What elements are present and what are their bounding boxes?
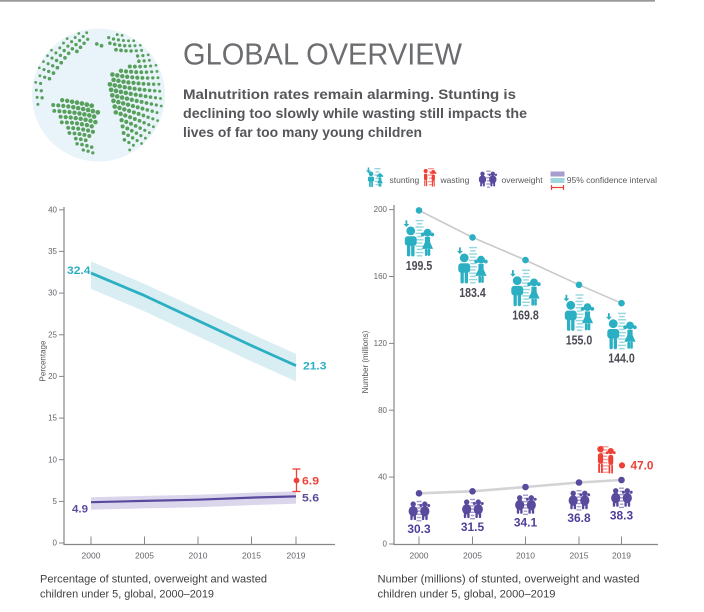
svg-text:20: 20 [48, 372, 57, 381]
svg-text:36.8: 36.8 [567, 511, 591, 525]
svg-text:15: 15 [48, 414, 57, 423]
svg-text:stunting: stunting [390, 175, 420, 185]
svg-text:80: 80 [378, 406, 387, 415]
svg-text:34.1: 34.1 [514, 516, 538, 530]
svg-text:31.5: 31.5 [461, 520, 485, 534]
svg-text:25: 25 [48, 330, 57, 339]
svg-text:5.6: 5.6 [302, 493, 319, 505]
svg-text:30.3: 30.3 [407, 522, 431, 536]
svg-text:Number (millions): Number (millions) [361, 330, 370, 393]
svg-text:Malnutrition rates remain alar: Malnutrition rates remain alarming. Stun… [183, 86, 516, 102]
svg-text:160: 160 [374, 272, 388, 281]
svg-text:wasting: wasting [440, 175, 470, 185]
svg-text:6.9: 6.9 [302, 476, 319, 488]
svg-text:155.0: 155.0 [566, 333, 593, 347]
svg-text:38.3: 38.3 [610, 509, 634, 523]
svg-text:144.0: 144.0 [608, 352, 635, 366]
svg-text:2010: 2010 [516, 551, 535, 561]
svg-text:200: 200 [374, 205, 388, 214]
svg-text:47.0: 47.0 [631, 459, 654, 473]
svg-text:40: 40 [48, 205, 57, 214]
svg-text:2000: 2000 [82, 551, 101, 561]
svg-text:40: 40 [378, 473, 387, 482]
svg-text:4.9: 4.9 [72, 504, 88, 516]
svg-text:children under 5, global, 2000: children under 5, global, 2000–2019 [40, 589, 214, 601]
svg-text:183.4: 183.4 [459, 286, 486, 300]
svg-text:2015: 2015 [570, 551, 589, 561]
svg-text:169.8: 169.8 [512, 309, 539, 323]
svg-text:Percentage of stunted, overwei: Percentage of stunted, overweight and wa… [40, 574, 267, 586]
svg-text:overweight: overweight [502, 175, 544, 185]
svg-text:0: 0 [383, 540, 388, 549]
svg-text:32.4: 32.4 [67, 265, 91, 277]
svg-text:95% confidence interval: 95% confidence interval [567, 175, 657, 185]
svg-text:199.5: 199.5 [406, 259, 433, 273]
svg-text:35: 35 [48, 247, 57, 256]
svg-text:2010: 2010 [189, 551, 208, 561]
svg-text:0: 0 [53, 539, 58, 548]
svg-text:120: 120 [374, 339, 388, 348]
svg-text:2019: 2019 [287, 551, 306, 561]
svg-text:declining too slowly while was: declining too slowly while wasting still… [183, 105, 527, 121]
svg-text:Percentage: Percentage [39, 340, 48, 381]
svg-text:GLOBAL OVERVIEW: GLOBAL OVERVIEW [183, 37, 463, 72]
svg-text:10: 10 [48, 455, 57, 464]
svg-text:Number (millions) of stunted,: Number (millions) of stunted, overweight… [378, 574, 640, 586]
svg-text:2015: 2015 [242, 551, 261, 561]
svg-text:2019: 2019 [612, 551, 631, 561]
svg-text:lives of far too many young ch: lives of far too many young children [183, 124, 422, 140]
svg-text:2005: 2005 [463, 551, 482, 561]
svg-text:21.3: 21.3 [303, 361, 327, 373]
svg-text:5: 5 [53, 497, 58, 506]
svg-text:2000: 2000 [410, 551, 429, 561]
svg-text:30: 30 [48, 289, 57, 298]
svg-text:children under 5, global, 2000: children under 5, global, 2000–2019 [378, 589, 556, 601]
svg-text:2005: 2005 [135, 551, 154, 561]
